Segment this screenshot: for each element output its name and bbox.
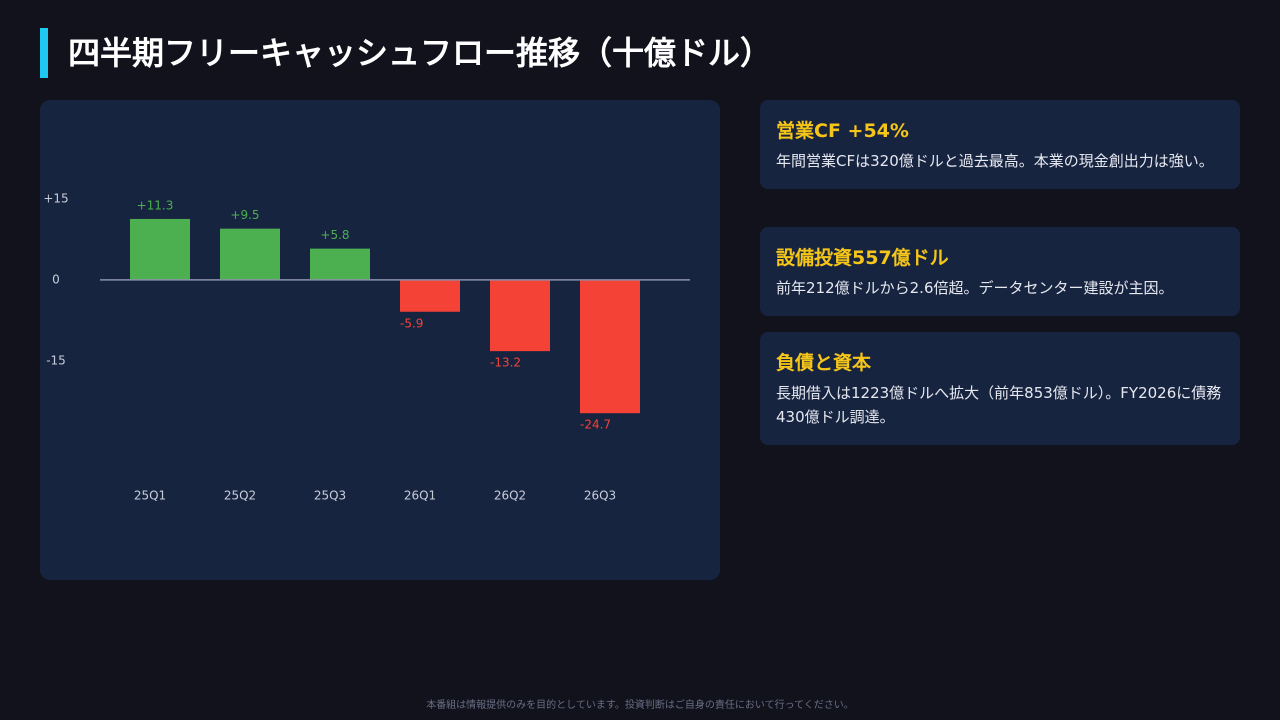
- x-tick-label: 26Q2: [494, 489, 526, 503]
- bar: [310, 248, 370, 280]
- value-label: +5.8: [320, 228, 349, 242]
- y-tick-label: 0: [52, 272, 60, 286]
- card-body: 前年212億ドルから2.6倍超。データセンター建設が主因。: [776, 279, 1174, 297]
- value-label: +11.3: [137, 198, 174, 212]
- x-tick-label: 26Q3: [584, 489, 616, 503]
- card-body: 長期借入は1223億ドルへ拡大（前年853億ドル）。FY2026に債務430億ド…: [776, 384, 1222, 426]
- y-tick-label: +15: [43, 191, 68, 205]
- x-tick-label: 26Q1: [404, 489, 436, 503]
- value-label: -5.9: [400, 316, 423, 330]
- card: 設備投資557億ドル 前年212億ドルから2.6倍超。データセンター建設が主因。: [760, 227, 1240, 316]
- title-accent: [40, 28, 48, 78]
- x-tick-label: 25Q2: [224, 489, 256, 503]
- bar: [580, 279, 640, 414]
- card: 負債と資本 長期借入は1223億ドルへ拡大（前年853億ドル）。FY2026に債…: [760, 332, 1240, 445]
- value-label: -24.7: [580, 418, 611, 432]
- x-tick-label: 25Q1: [134, 489, 166, 503]
- card-body: 年間営業CFは320億ドルと過去最高。本業の現金創出力は強い。: [776, 152, 1214, 170]
- value-label: -13.2: [490, 356, 521, 370]
- y-tick-label: -15: [46, 353, 66, 367]
- card-title: 設備投資557億ドル: [776, 247, 949, 269]
- card-title: 営業CF +54%: [776, 120, 909, 142]
- bar: [130, 218, 190, 280]
- disclaimer: 本番組は情報提供のみを目的としています。投資判断はご自身の責任において行ってくだ…: [426, 700, 854, 711]
- slide-title: 四半期フリーキャッシュフロー推移（十億ドル）: [68, 34, 773, 72]
- chart-panel: +15 0 -15 25Q1 +11.3 25Q2 +9.5 25Q3 +5.8 26Q1 -5.9…: [40, 100, 720, 580]
- bar: [220, 228, 280, 280]
- x-tick-label: 25Q3: [314, 489, 346, 503]
- chart: +15 0 -15 25Q1 +11.3 25Q2 +9.5 25Q3 +5.8 26Q1 -5.9…: [43, 191, 690, 503]
- card: 営業CF +54% 年間営業CFは320億ドルと過去最高。本業の現金創出力は強い…: [760, 100, 1240, 189]
- bar: [490, 279, 550, 352]
- value-label: +9.5: [230, 208, 259, 222]
- card-title: 負債と資本: [776, 352, 872, 374]
- bar: [400, 279, 460, 312]
